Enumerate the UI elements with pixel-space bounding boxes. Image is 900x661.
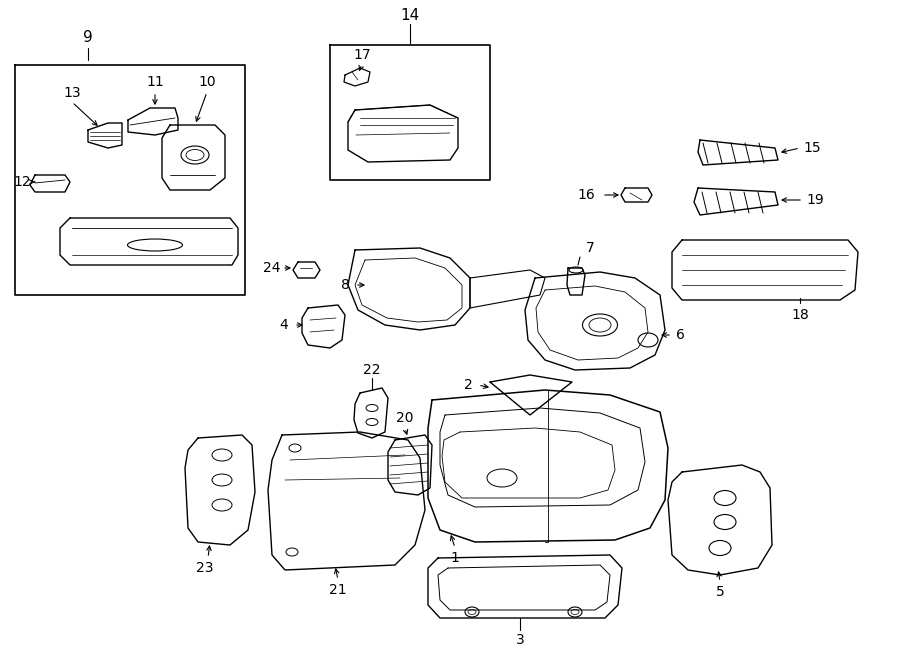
Text: 7: 7 (586, 241, 594, 255)
Text: 17: 17 (353, 48, 371, 62)
Text: 10: 10 (198, 75, 216, 89)
Text: 5: 5 (716, 585, 724, 599)
Text: 21: 21 (329, 583, 346, 597)
Text: 22: 22 (364, 363, 381, 377)
Text: 9: 9 (83, 30, 93, 46)
Text: 15: 15 (803, 141, 821, 155)
Text: 18: 18 (791, 308, 809, 322)
Text: 3: 3 (516, 633, 525, 647)
Text: 2: 2 (464, 378, 472, 392)
Text: 1: 1 (451, 551, 459, 565)
Text: 12: 12 (14, 175, 31, 189)
Text: 4: 4 (280, 318, 288, 332)
Text: 19: 19 (806, 193, 824, 207)
Text: 14: 14 (400, 7, 419, 22)
Text: 24: 24 (263, 261, 281, 275)
Text: 16: 16 (577, 188, 595, 202)
Text: 20: 20 (396, 411, 414, 425)
Text: 13: 13 (63, 86, 81, 100)
Text: 6: 6 (676, 328, 684, 342)
Text: 8: 8 (340, 278, 349, 292)
Text: 11: 11 (146, 75, 164, 89)
Text: 23: 23 (196, 561, 214, 575)
